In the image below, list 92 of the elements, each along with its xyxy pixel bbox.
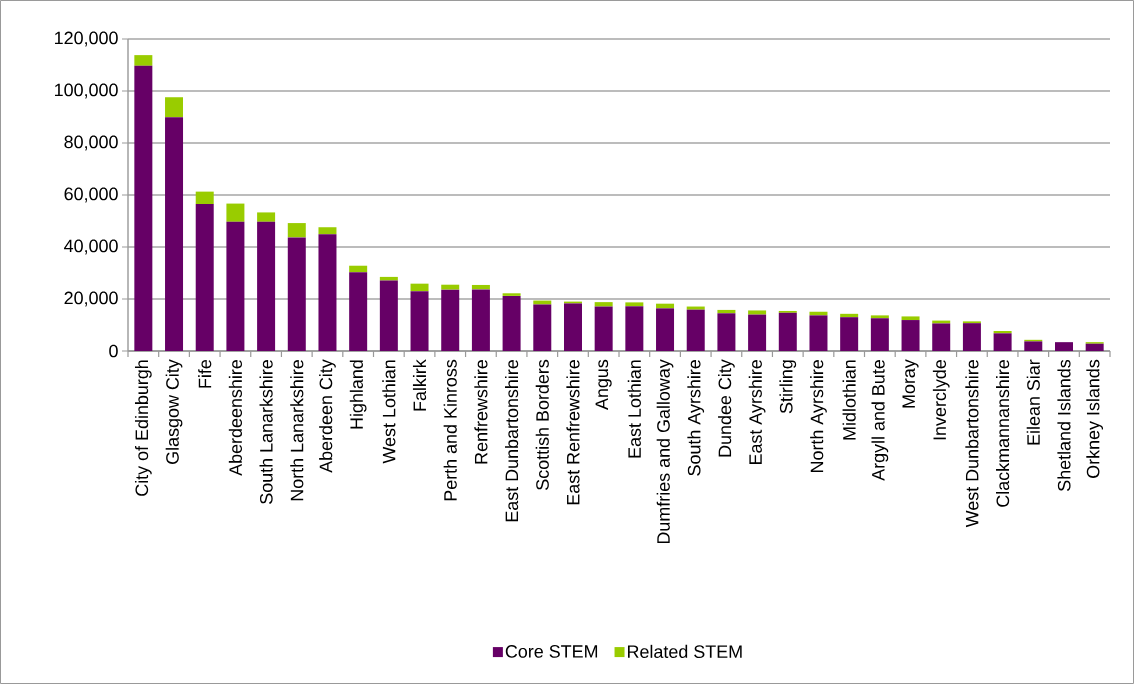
bar bbox=[778, 312, 797, 351]
bar bbox=[471, 289, 490, 351]
x-tick-label: Midlothian bbox=[842, 360, 856, 440]
x-tick-label: Scottish Borders bbox=[535, 359, 549, 490]
bar bbox=[165, 97, 184, 118]
bar bbox=[625, 302, 644, 307]
bar bbox=[502, 293, 521, 296]
x-tick-label: Highland bbox=[349, 360, 367, 429]
bar bbox=[656, 308, 675, 351]
bar bbox=[318, 234, 337, 351]
y-tick-label: 100,000 bbox=[55, 83, 118, 99]
bar bbox=[502, 295, 521, 351]
bar bbox=[1085, 343, 1104, 351]
x-tick-label: Perth and Kinross bbox=[443, 359, 457, 501]
bar bbox=[686, 306, 705, 310]
y-tick-label: 20,000 bbox=[64, 291, 118, 307]
x-tick-label: City of Edinburgh bbox=[134, 360, 152, 496]
x-tick-label: West Dunbartonshire bbox=[965, 360, 979, 528]
bar bbox=[134, 55, 153, 66]
bar bbox=[901, 320, 920, 351]
bar bbox=[594, 302, 613, 307]
bar bbox=[1024, 341, 1043, 351]
y-tick-label: 40,000 bbox=[64, 239, 118, 255]
x-tick-label: Fife bbox=[198, 360, 212, 388]
bar bbox=[195, 204, 214, 351]
x-tick-label: Eilean Siar bbox=[1026, 359, 1040, 445]
x-tick-label: Moray bbox=[902, 359, 919, 408]
bar bbox=[471, 284, 490, 290]
bar bbox=[840, 317, 859, 351]
y-tick-label: 80,000 bbox=[64, 135, 118, 151]
bar bbox=[379, 276, 398, 281]
x-tick-label: Shetland Islands bbox=[1057, 359, 1071, 491]
y-tick-label: 0 bbox=[109, 344, 118, 358]
x-tick-label: North Ayrshire bbox=[810, 360, 827, 473]
bar bbox=[1054, 342, 1073, 351]
x-tick-label: East Dunbartonshire bbox=[505, 360, 519, 522]
bar bbox=[686, 309, 705, 351]
bar bbox=[134, 65, 153, 351]
bar bbox=[226, 203, 245, 222]
bar bbox=[748, 310, 767, 315]
x-tick-label: East Lothian bbox=[627, 360, 641, 458]
x-tick-label: South Ayrshire bbox=[687, 360, 705, 476]
y-tick-label: 60,000 bbox=[64, 187, 118, 203]
bar bbox=[195, 191, 214, 205]
x-tick-label: East Ayrshire bbox=[748, 360, 766, 465]
bar bbox=[748, 314, 767, 351]
bar bbox=[226, 221, 245, 351]
bar bbox=[594, 306, 613, 351]
bar bbox=[625, 306, 644, 351]
x-tick-label: East Renfrewshire bbox=[566, 360, 580, 505]
bar bbox=[165, 117, 184, 351]
bar bbox=[410, 291, 429, 351]
bar bbox=[257, 212, 276, 222]
x-tick-label: West Lothian bbox=[382, 360, 396, 464]
bar bbox=[809, 315, 828, 351]
bar bbox=[349, 265, 368, 273]
bar bbox=[993, 333, 1012, 351]
x-tick-label: Argyll and Bute bbox=[871, 360, 889, 481]
x-tick-label: Orkney Islands bbox=[1086, 359, 1104, 478]
x-tick-label: Renfrewshire bbox=[474, 360, 488, 464]
bar bbox=[563, 303, 582, 351]
bar bbox=[441, 284, 460, 290]
bar bbox=[379, 280, 398, 351]
x-tick-label: Clackmannanshire bbox=[996, 360, 1010, 507]
bar bbox=[870, 315, 889, 319]
x-tick-label: Angus bbox=[595, 359, 612, 411]
x-tick-label: North Lanarkshire bbox=[290, 360, 304, 501]
bar bbox=[870, 318, 889, 351]
bar bbox=[932, 323, 951, 351]
x-tick-label: Aberdeenshire bbox=[228, 360, 242, 476]
x-tick-label: South Lanarkshire bbox=[259, 360, 273, 504]
bar bbox=[901, 316, 920, 321]
bar bbox=[257, 221, 276, 351]
bar bbox=[441, 289, 460, 351]
bar bbox=[717, 313, 736, 351]
bar bbox=[287, 223, 306, 238]
bar bbox=[318, 227, 337, 235]
x-tick-label: Dumfries and Galloway bbox=[656, 359, 674, 544]
x-tick-label: Aberdeen City bbox=[319, 359, 336, 473]
bar bbox=[287, 237, 306, 351]
y-tick-label: 120,000 bbox=[55, 31, 118, 47]
x-tick-label: Falkirk bbox=[412, 359, 427, 411]
x-tick-label: Dundee City bbox=[718, 359, 735, 457]
legend-label: Related STEM bbox=[627, 644, 742, 658]
x-tick-label: Stirling bbox=[779, 360, 797, 414]
x-tick-label: Glasgow City bbox=[165, 359, 183, 464]
bar bbox=[533, 304, 552, 351]
x-tick-label: Inverclyde bbox=[932, 360, 950, 440]
bar bbox=[962, 323, 981, 351]
bar bbox=[349, 272, 368, 351]
legend-label: Core STEM bbox=[505, 645, 598, 658]
bar bbox=[410, 283, 429, 292]
